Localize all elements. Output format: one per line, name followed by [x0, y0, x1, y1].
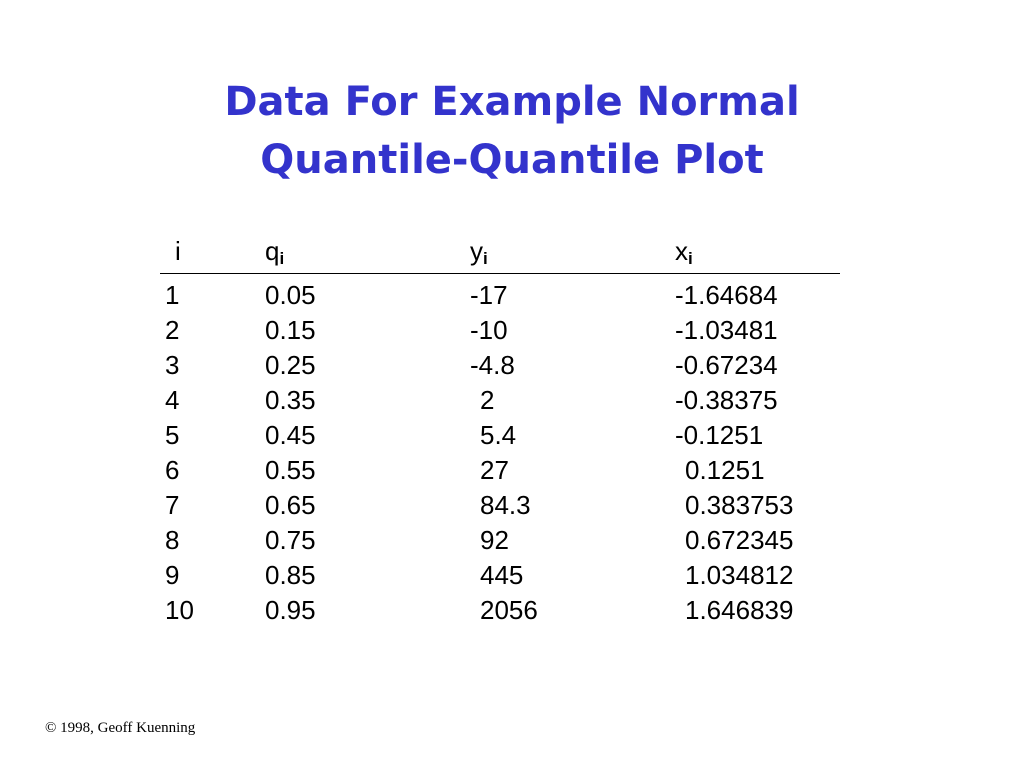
- table-cell: 0.35: [265, 385, 316, 415]
- table-cell: 9: [165, 560, 180, 590]
- table-cell: 3: [165, 350, 180, 380]
- header-base: i: [175, 236, 181, 266]
- table-cell: 6: [165, 455, 180, 485]
- table-cell: 0.65: [265, 490, 316, 520]
- column-header: yi: [470, 235, 488, 275]
- table-cell: 5.4: [480, 420, 517, 450]
- title-line: Quantile-Quantile Plot: [260, 137, 764, 183]
- table-cell: -1.03481: [675, 315, 778, 345]
- table-cell: 2: [480, 385, 495, 415]
- table-cell: 0.1251: [685, 455, 765, 485]
- footer: © 1998, Geoff Kuenning: [45, 720, 196, 736]
- table-cell: 10: [165, 595, 194, 625]
- table-cell: 0.85: [265, 560, 316, 590]
- table-cell: 0.383753: [685, 490, 794, 520]
- header-base: x: [675, 236, 688, 266]
- table-cell: 1.646839: [685, 595, 794, 625]
- table-cell: 0.95: [265, 595, 316, 625]
- table-cell: 0.45: [265, 420, 316, 450]
- table-cell: -1.64684: [675, 280, 778, 310]
- table-cell: -10: [470, 315, 508, 345]
- table-cell: -17: [470, 280, 508, 310]
- table-cell: -0.38375: [675, 385, 778, 415]
- column-header: xi: [675, 235, 693, 275]
- table-cell: -0.1251: [675, 420, 764, 450]
- table-cell: 0.25: [265, 350, 316, 380]
- header-base: q: [265, 236, 280, 266]
- table-cell: 0.672345: [685, 525, 794, 555]
- header-rule: [160, 273, 840, 274]
- title-line: Data For Example Normal: [224, 79, 800, 125]
- table-cell: 445: [480, 560, 524, 590]
- table-cell: 1.034812: [685, 560, 794, 590]
- table-cell: 0.75: [265, 525, 316, 555]
- table-cell: -4.8: [470, 350, 515, 380]
- table-cell: 2056: [480, 595, 538, 625]
- table-cell: 84.3: [480, 490, 531, 520]
- table-cell: 5: [165, 420, 180, 450]
- column-header: qi: [265, 235, 284, 275]
- table-cell: 2: [165, 315, 180, 345]
- table-cell: 7: [165, 490, 180, 520]
- table-cell: 1: [165, 280, 180, 310]
- table-cell: 8: [165, 525, 180, 555]
- table-cell: 0.55: [265, 455, 316, 485]
- table-cell: 0.15: [265, 315, 316, 345]
- table-cell: 92: [480, 525, 509, 555]
- header-sub: i: [483, 249, 488, 268]
- header-base: y: [470, 236, 483, 266]
- table-cell: 27: [480, 455, 509, 485]
- table-cell: 0.05: [265, 280, 316, 310]
- header-sub: i: [688, 249, 693, 268]
- table-cell: 4: [165, 385, 180, 415]
- header-sub: i: [279, 249, 285, 268]
- table-cell: -0.67234: [675, 350, 778, 380]
- column-header: i: [175, 235, 181, 267]
